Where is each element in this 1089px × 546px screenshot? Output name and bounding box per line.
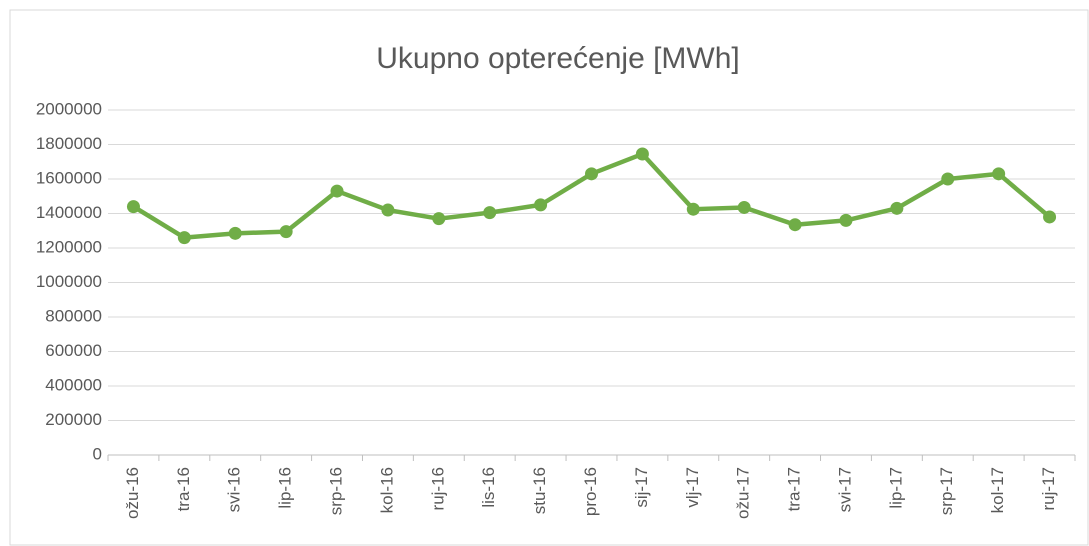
- y-tick-label: 1000000: [36, 272, 102, 291]
- marker: [534, 198, 548, 212]
- y-tick-label: 2000000: [36, 99, 102, 118]
- x-tick-label: svi-16: [225, 467, 244, 512]
- marker: [126, 200, 140, 214]
- marker: [686, 202, 700, 216]
- x-tick-label: ožu-16: [123, 467, 142, 519]
- marker: [585, 167, 598, 181]
- chart-title: Ukupno opterećenje [MWh]: [376, 42, 740, 75]
- x-tick-label: lip-16: [276, 467, 295, 509]
- x-tick-label: kol-16: [377, 467, 396, 513]
- y-tick-label: 1200000: [36, 237, 102, 256]
- marker: [432, 212, 446, 226]
- y-tick-label: 1600000: [36, 168, 102, 187]
- y-tick-label: 600000: [45, 341, 102, 360]
- x-tick-label: ruj-17: [1039, 467, 1058, 510]
- x-tick-label: lip-17: [886, 467, 905, 509]
- marker: [839, 213, 853, 227]
- marker: [635, 147, 649, 161]
- marker: [381, 203, 395, 217]
- chart-border: [9, 9, 1089, 546]
- y-tick-label: 1400000: [36, 203, 102, 222]
- x-tick-label: stu-16: [530, 467, 549, 514]
- y-tick-label: 800000: [45, 306, 102, 325]
- x-tick-label: sij-17: [632, 467, 651, 508]
- x-tick-label: srp-17: [937, 467, 956, 515]
- marker: [788, 218, 802, 232]
- x-tick-label: tra-16: [174, 467, 193, 511]
- marker: [177, 231, 191, 245]
- x-tick-label: tra-17: [785, 467, 804, 511]
- marker: [737, 200, 751, 214]
- marker: [330, 184, 344, 198]
- y-tick-label: 400000: [45, 375, 102, 394]
- y-tick-label: 0: [93, 444, 102, 463]
- x-tick-label: vlj-17: [683, 467, 702, 508]
- y-tick-label: 1800000: [36, 134, 102, 153]
- marker: [483, 206, 497, 220]
- x-tick-label: ruj-16: [428, 467, 447, 510]
- marker: [1043, 210, 1057, 224]
- x-tick-label: lis-16: [479, 467, 498, 508]
- y-tick-label: 200000: [45, 410, 102, 429]
- marker: [279, 225, 293, 239]
- x-tick-label: pro-16: [581, 467, 600, 516]
- marker: [228, 226, 242, 240]
- marker: [992, 167, 1006, 181]
- marker: [941, 172, 955, 186]
- x-tick-label: srp-16: [327, 467, 346, 515]
- marker: [890, 201, 904, 215]
- x-tick-label: kol-17: [988, 467, 1007, 513]
- x-tick-label: ožu-17: [734, 467, 753, 519]
- x-tick-label: svi-17: [835, 467, 854, 512]
